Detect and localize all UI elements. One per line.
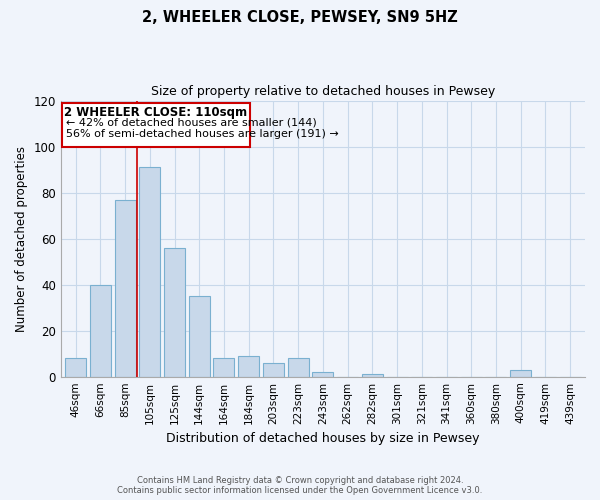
Text: ← 42% of detached houses are smaller (144): ← 42% of detached houses are smaller (14… — [66, 118, 316, 128]
Bar — [90, 284, 111, 376]
Bar — [214, 358, 235, 376]
Y-axis label: Number of detached properties: Number of detached properties — [15, 146, 28, 332]
X-axis label: Distribution of detached houses by size in Pewsey: Distribution of detached houses by size … — [166, 432, 479, 445]
Bar — [164, 248, 185, 376]
FancyBboxPatch shape — [62, 103, 250, 146]
Title: Size of property relative to detached houses in Pewsey: Size of property relative to detached ho… — [151, 85, 495, 98]
Text: 2 WHEELER CLOSE: 110sqm: 2 WHEELER CLOSE: 110sqm — [64, 106, 248, 120]
Bar — [362, 374, 383, 376]
Text: 2, WHEELER CLOSE, PEWSEY, SN9 5HZ: 2, WHEELER CLOSE, PEWSEY, SN9 5HZ — [142, 10, 458, 25]
Bar — [238, 356, 259, 376]
Bar — [189, 296, 210, 376]
Bar — [263, 363, 284, 376]
Bar — [510, 370, 531, 376]
Bar — [287, 358, 308, 376]
Text: 56% of semi-detached houses are larger (191) →: 56% of semi-detached houses are larger (… — [66, 130, 338, 140]
Bar — [139, 168, 160, 376]
Bar — [65, 358, 86, 376]
Bar — [115, 200, 136, 376]
Text: Contains HM Land Registry data © Crown copyright and database right 2024.
Contai: Contains HM Land Registry data © Crown c… — [118, 476, 482, 495]
Bar — [313, 372, 334, 376]
